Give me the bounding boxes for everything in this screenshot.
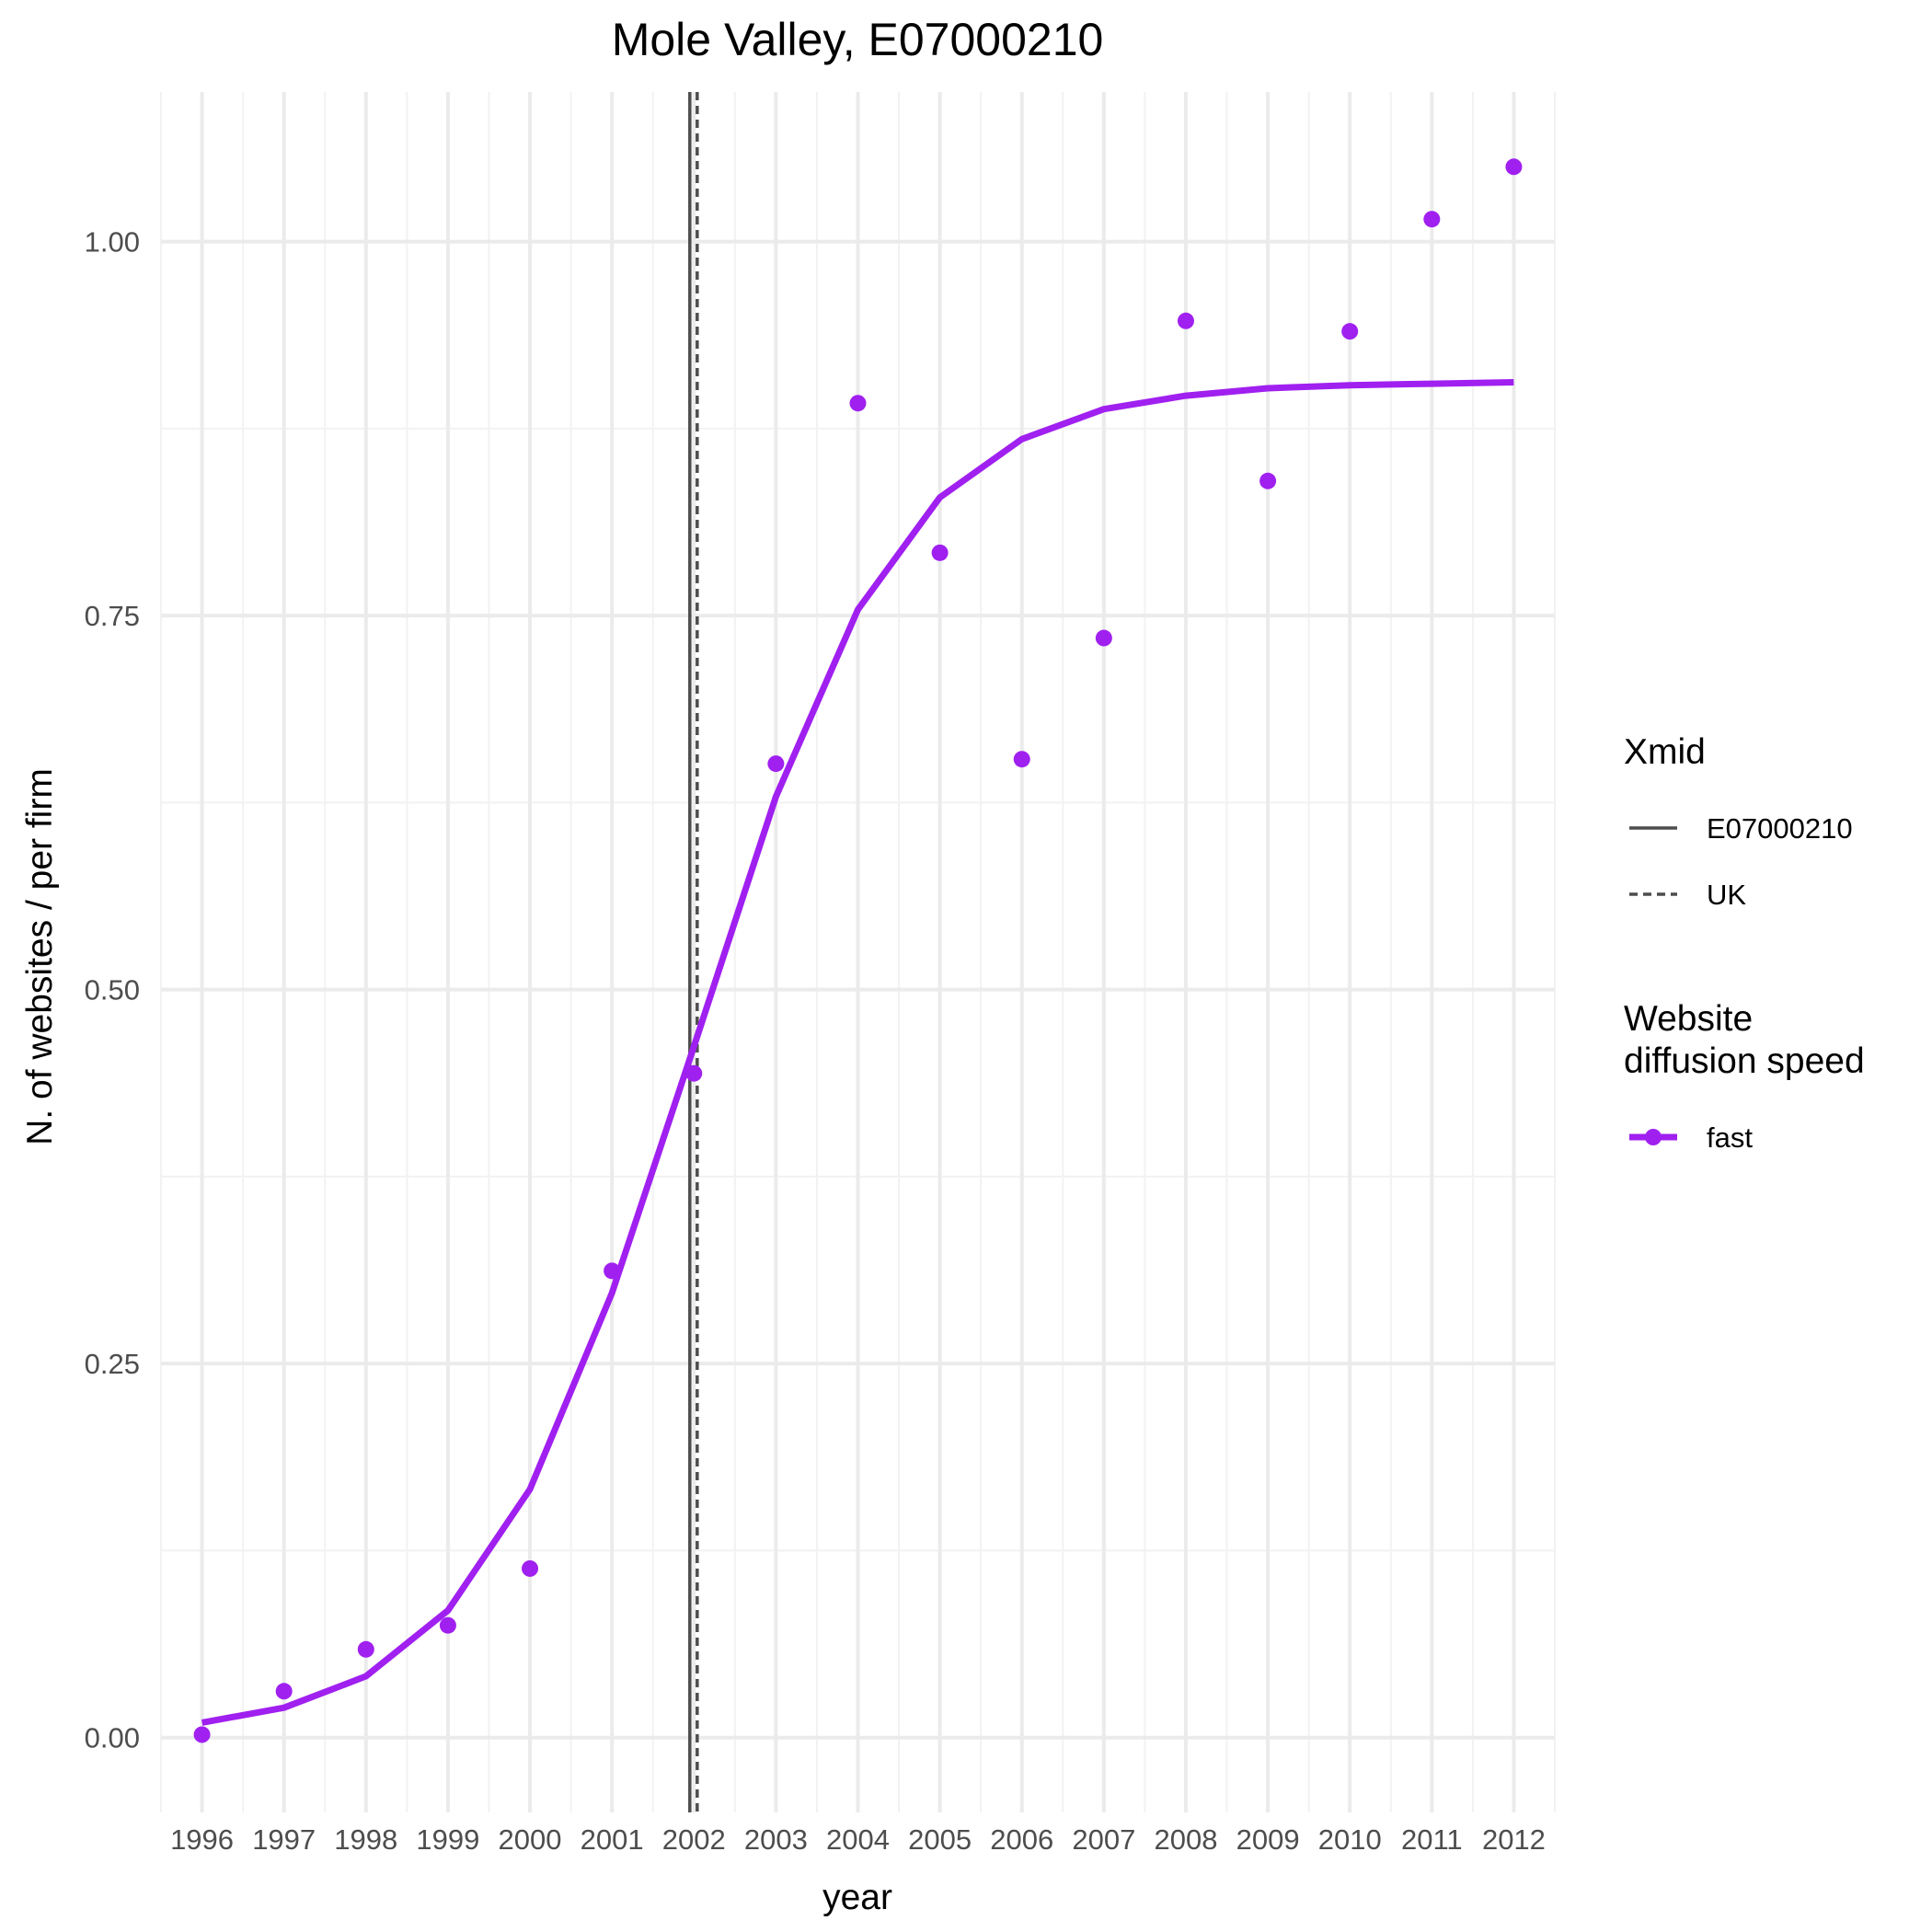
x-tick-labels: 1996 1997 1998 1999 2000 2001 2002 2003 2004 2005… — [170, 1823, 1546, 1856]
reference-lines — [688, 92, 699, 1812]
x-tick-label: 2011 — [1401, 1823, 1463, 1856]
legend-title: diffusion speed — [1624, 1041, 1865, 1081]
data-point — [931, 544, 949, 561]
data-point — [1095, 629, 1112, 647]
x-tick-label: 2000 — [499, 1823, 562, 1856]
data-point — [1341, 323, 1359, 340]
y-tick-label: 0.50 — [85, 974, 140, 1006]
data-point — [357, 1640, 374, 1658]
data-point — [1177, 312, 1194, 329]
data-point — [193, 1726, 211, 1743]
legend-title: Website — [1624, 999, 1753, 1039]
data-point — [1013, 751, 1030, 768]
legend-label: fast — [1707, 1121, 1753, 1154]
x-tick-label: 2002 — [662, 1823, 726, 1856]
y-axis-title: N. of websites / per firm — [20, 768, 60, 1145]
grid-major — [161, 92, 1555, 1812]
x-tick-label: 2005 — [908, 1823, 972, 1856]
y-tick-label: 1.00 — [85, 226, 140, 259]
data-point — [439, 1616, 456, 1634]
y-tick-label: 0.25 — [85, 1348, 140, 1380]
x-tick-label: 2007 — [1072, 1823, 1135, 1856]
x-tick-label: 2012 — [1482, 1823, 1546, 1856]
x-tick-label: 1996 — [170, 1823, 234, 1856]
legend-label: UK — [1707, 879, 1746, 911]
legend-label: E07000210 — [1707, 812, 1853, 845]
chart-title: Mole Valley, E07000210 — [612, 14, 1104, 65]
data-point — [1259, 472, 1277, 489]
x-tick-label: 2003 — [744, 1823, 808, 1856]
y-tick-labels: 0.00 0.25 0.50 0.75 1.00 — [85, 226, 140, 1754]
y-tick-label: 0.75 — [85, 600, 140, 632]
legend-title: Xmid — [1624, 732, 1706, 772]
x-tick-label: 1999 — [416, 1823, 479, 1856]
data-point — [849, 395, 867, 412]
x-tick-label: 2010 — [1318, 1823, 1382, 1856]
x-tick-label: 2009 — [1236, 1823, 1300, 1856]
data-point — [275, 1683, 293, 1700]
data-point — [767, 755, 785, 773]
x-tick-label: 1997 — [252, 1823, 316, 1856]
data-point — [604, 1262, 621, 1280]
x-tick-label: 2008 — [1154, 1823, 1217, 1856]
x-tick-label: 1998 — [334, 1823, 397, 1856]
data-point — [522, 1559, 539, 1577]
data-point — [1505, 158, 1523, 176]
data-point — [1423, 211, 1441, 228]
data-point — [685, 1064, 703, 1082]
series-points — [193, 158, 1523, 1743]
legend-key-point — [1645, 1129, 1662, 1145]
x-tick-label: 2006 — [990, 1823, 1053, 1856]
x-axis-title: year — [822, 1878, 892, 1917]
y-tick-label: 0.00 — [85, 1722, 140, 1754]
x-tick-label: 2001 — [581, 1823, 644, 1856]
x-tick-label: 2004 — [826, 1823, 890, 1856]
series-lines — [201, 379, 1514, 1726]
grid-minor — [160, 92, 1556, 1812]
fitted-line-fast — [201, 379, 1514, 1726]
